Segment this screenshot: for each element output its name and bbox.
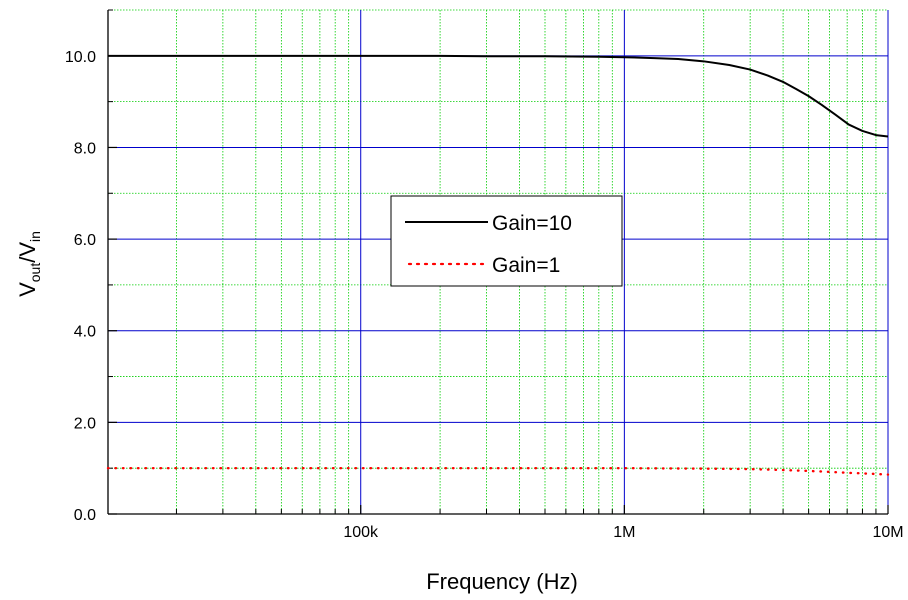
y-axis-title-sub-out: out xyxy=(27,263,43,283)
series-line-gain-10 xyxy=(108,54,889,138)
y-tick-label: 10.0 xyxy=(65,49,96,66)
tick-marks: 100k 1M 10M 0.0 2.0 4.0 6.0 8.0 10.0 xyxy=(65,9,904,541)
y-tick-label: 2.0 xyxy=(74,415,96,432)
x-tick-label: 1M xyxy=(613,524,635,541)
legend-label-gain10: Gain=10 xyxy=(492,212,572,235)
series-layer xyxy=(106,54,890,476)
legend-box xyxy=(390,195,623,287)
y-axis-title-sub-in: in xyxy=(27,231,43,242)
y-tick-label: 6.0 xyxy=(74,232,96,249)
legend: Gain=10 Gain=1 xyxy=(390,195,623,287)
axes xyxy=(107,10,888,515)
y-axis-title-main: V xyxy=(15,282,40,297)
x-axis-title: Frequency (Hz) xyxy=(426,569,578,594)
legend-label-gain1: Gain=1 xyxy=(492,254,560,277)
y-axis-title: Vout/Vin xyxy=(15,231,43,297)
y-axis-title-slash: /V xyxy=(15,242,40,263)
y-tick-label: 4.0 xyxy=(74,324,96,341)
y-tick-label: 0.0 xyxy=(74,507,96,524)
x-tick-label: 10M xyxy=(872,524,903,541)
x-tick-label: 100k xyxy=(343,524,379,541)
y-tick-label: 8.0 xyxy=(74,140,96,157)
series-line-gain-1 xyxy=(106,466,890,476)
